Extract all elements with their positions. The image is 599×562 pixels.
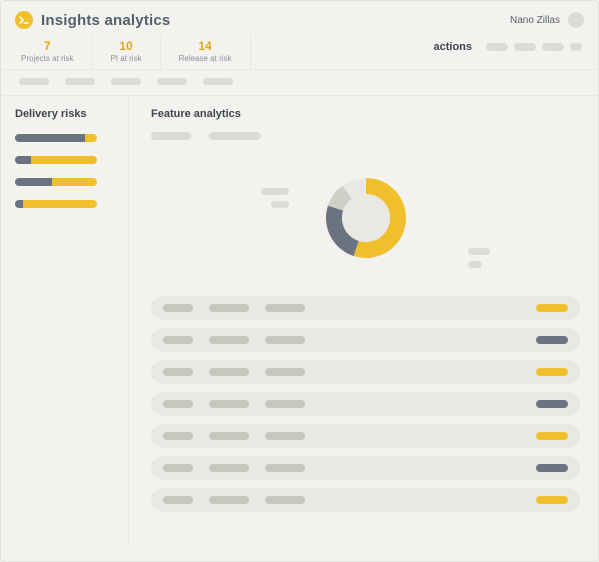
risk-label: Release at risk	[179, 54, 232, 63]
legend-pill	[271, 201, 289, 208]
cell-placeholder	[209, 496, 249, 504]
donut-chart	[322, 174, 410, 262]
bar-fill	[15, 134, 85, 142]
action-button-placeholder[interactable]	[542, 43, 564, 51]
header: Insights analytics Nano Zillas	[1, 1, 598, 35]
cell-placeholder	[209, 336, 249, 344]
bar-fill	[15, 156, 31, 164]
feature-row[interactable]	[151, 488, 580, 512]
cell-placeholder	[209, 464, 249, 472]
legend-pill	[261, 188, 289, 195]
risk-blocks: 7Projects at risk10PI at risk14Release a…	[15, 35, 251, 69]
main-panel: Feature analytics	[129, 96, 598, 546]
filter-row	[1, 70, 598, 96]
actions-area: actions	[433, 35, 584, 53]
delivery-risk-bar[interactable]	[15, 200, 97, 208]
delivery-risk-bar[interactable]	[15, 156, 97, 164]
risk-label: PI at risk	[110, 54, 141, 63]
legend-pill	[468, 261, 482, 268]
cell-placeholder	[163, 496, 193, 504]
donut-center	[342, 194, 390, 242]
action-pills	[486, 43, 582, 51]
cell-placeholder	[209, 368, 249, 376]
donut-legend-left	[261, 188, 289, 208]
feature-list	[151, 296, 580, 512]
legend-pill	[468, 248, 490, 255]
sidebar-title: Delivery risks	[15, 108, 114, 120]
cell-placeholder	[163, 464, 193, 472]
risk-label: Projects at risk	[21, 54, 73, 63]
cell-placeholder	[163, 432, 193, 440]
feature-row[interactable]	[151, 424, 580, 448]
app-root: Insights analytics Nano Zillas 7Projects…	[0, 0, 599, 562]
cell-placeholder	[265, 496, 305, 504]
main-title: Feature analytics	[151, 108, 580, 120]
page-title: Insights analytics	[41, 12, 170, 29]
user-area: Nano Zillas	[510, 12, 584, 28]
cell-placeholder	[265, 400, 305, 408]
status-chip	[536, 336, 568, 344]
status-chip	[536, 400, 568, 408]
filter-placeholder[interactable]	[203, 78, 233, 85]
action-button-placeholder[interactable]	[570, 43, 582, 51]
status-chip	[536, 432, 568, 440]
cell-placeholder	[265, 336, 305, 344]
cell-placeholder	[265, 432, 305, 440]
feature-row[interactable]	[151, 328, 580, 352]
feature-row[interactable]	[151, 296, 580, 320]
risk-block[interactable]: 10PI at risk	[92, 35, 160, 69]
feature-row[interactable]	[151, 392, 580, 416]
cell-placeholder	[163, 400, 193, 408]
filter-placeholder[interactable]	[19, 78, 49, 85]
cell-placeholder	[209, 400, 249, 408]
cell-placeholder	[209, 304, 249, 312]
cell-placeholder	[163, 336, 193, 344]
cell-placeholder	[209, 432, 249, 440]
cell-placeholder	[265, 464, 305, 472]
app-logo-icon	[15, 11, 33, 29]
filter-placeholder[interactable]	[65, 78, 95, 85]
tab-placeholder[interactable]	[151, 132, 191, 140]
risk-block[interactable]: 7Projects at risk	[15, 35, 92, 69]
filter-placeholder[interactable]	[157, 78, 187, 85]
tab-placeholder[interactable]	[209, 132, 261, 140]
status-chip	[536, 464, 568, 472]
status-chip	[536, 304, 568, 312]
action-button-placeholder[interactable]	[486, 43, 508, 51]
risk-value: 10	[110, 39, 141, 53]
sidebar: Delivery risks	[1, 96, 129, 546]
filter-placeholder[interactable]	[111, 78, 141, 85]
cell-placeholder	[265, 304, 305, 312]
risk-value: 14	[179, 39, 232, 53]
donut-legend-right	[468, 248, 490, 268]
feature-row[interactable]	[151, 360, 580, 384]
main-tabs	[151, 132, 580, 140]
delivery-risk-bars	[15, 134, 114, 208]
delivery-risk-bar[interactable]	[15, 178, 97, 186]
status-chip	[536, 368, 568, 376]
user-name: Nano Zillas	[510, 15, 560, 26]
feature-row[interactable]	[151, 456, 580, 480]
action-button-placeholder[interactable]	[514, 43, 536, 51]
risk-block[interactable]: 14Release at risk	[161, 35, 251, 69]
donut-chart-area	[151, 158, 580, 278]
cell-placeholder	[265, 368, 305, 376]
cell-placeholder	[163, 368, 193, 376]
risk-value: 7	[21, 39, 73, 53]
bar-fill	[15, 178, 52, 186]
status-chip	[536, 496, 568, 504]
body: Delivery risks Feature analytics	[1, 96, 598, 546]
actions-label: actions	[433, 41, 472, 53]
bar-fill	[15, 200, 23, 208]
cell-placeholder	[163, 304, 193, 312]
risk-summary-row: 7Projects at risk10PI at risk14Release a…	[1, 35, 598, 70]
avatar[interactable]	[568, 12, 584, 28]
delivery-risk-bar[interactable]	[15, 134, 97, 142]
